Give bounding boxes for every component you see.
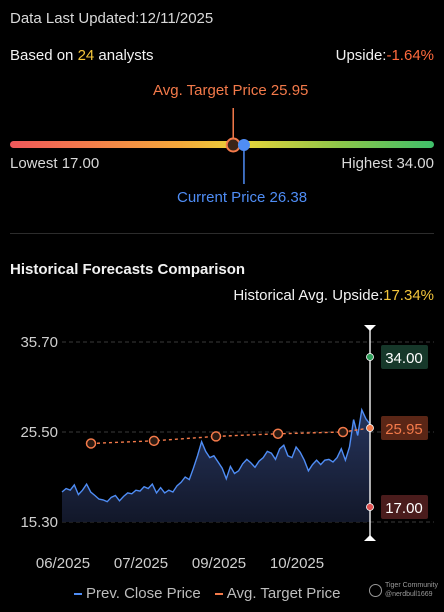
- historical-chart[interactable]: 35.70 25.50 15.30 06/2025 07/2025 09/2025 10/2…: [0, 320, 444, 570]
- price-area: [62, 409, 370, 522]
- y-tick-label: 25.50: [20, 424, 58, 441]
- avg-target-price-label: Avg. Target Price 25.95: [153, 82, 309, 99]
- cursor-bottom-handle: [364, 535, 376, 541]
- x-tick-label: 07/2025: [114, 555, 168, 570]
- target-point: [148, 435, 160, 447]
- analysts-count-text: Based on 24 analysts: [10, 47, 154, 64]
- legend-item-target-price[interactable]: Avg. Target Price: [214, 585, 340, 602]
- historical-upside-value: 17.34%: [383, 287, 434, 304]
- series-line-close-price: [61, 407, 371, 503]
- watermark: Tiger Community @nerdbull1669: [368, 581, 438, 599]
- legend-swatch-close: [74, 592, 82, 595]
- cursor-top-handle: [364, 325, 376, 331]
- x-tick-label: 10/2025: [270, 555, 324, 570]
- target-point: [272, 428, 284, 440]
- gauge-bar: [10, 141, 434, 148]
- target-point: [210, 431, 222, 442]
- section-title: Historical Forecasts Comparison: [10, 261, 246, 278]
- end-label-dot: [366, 503, 374, 511]
- current-marker: [237, 139, 250, 151]
- end-label-value: 17.00: [385, 500, 423, 517]
- end-label-dot: [366, 424, 374, 432]
- analysts-count: 24: [77, 47, 95, 64]
- price-gauge: [10, 108, 434, 184]
- upside-text: Upside:-1.64%: [335, 47, 434, 64]
- legend-item-close-price[interactable]: Prev. Close Price: [74, 585, 201, 602]
- target-marker: [225, 137, 241, 153]
- historical-upside-text: Historical Avg. Upside:17.34%: [233, 287, 434, 304]
- current-price-label: Current Price 26.38: [177, 189, 308, 206]
- data-updated-text: Data Last Updated:12/11/2025: [10, 10, 214, 27]
- x-tick-label: 06/2025: [36, 555, 90, 570]
- legend-swatch-target: [214, 592, 223, 595]
- end-label-dot: [366, 353, 374, 361]
- end-label-value: 34.00: [385, 350, 423, 367]
- y-tick-label: 35.70: [20, 334, 58, 351]
- end-label-value: 25.95: [385, 421, 423, 438]
- highest-price-label: Highest 34.00: [341, 155, 434, 172]
- watermark-line2: @nerdbull1669: [384, 591, 433, 598]
- chart-legend: Prev. Close Price Avg. Target Price: [74, 585, 340, 602]
- tiger-logo-icon: [368, 583, 382, 597]
- end-label-box: [381, 416, 428, 441]
- upside-value: -1.64%: [386, 47, 434, 64]
- end-label-box: [381, 495, 428, 519]
- end-label-box: [381, 345, 428, 369]
- section-divider: [10, 233, 434, 234]
- watermark-line1: Tiger Community: [384, 582, 438, 589]
- lowest-price-label: Lowest 17.00: [10, 155, 100, 172]
- target-point: [85, 438, 97, 449]
- target-point: [337, 426, 349, 438]
- x-tick-label: 09/2025: [192, 555, 246, 570]
- series-line-target-price: [90, 427, 371, 445]
- y-tick-label: 15.30: [20, 514, 58, 531]
